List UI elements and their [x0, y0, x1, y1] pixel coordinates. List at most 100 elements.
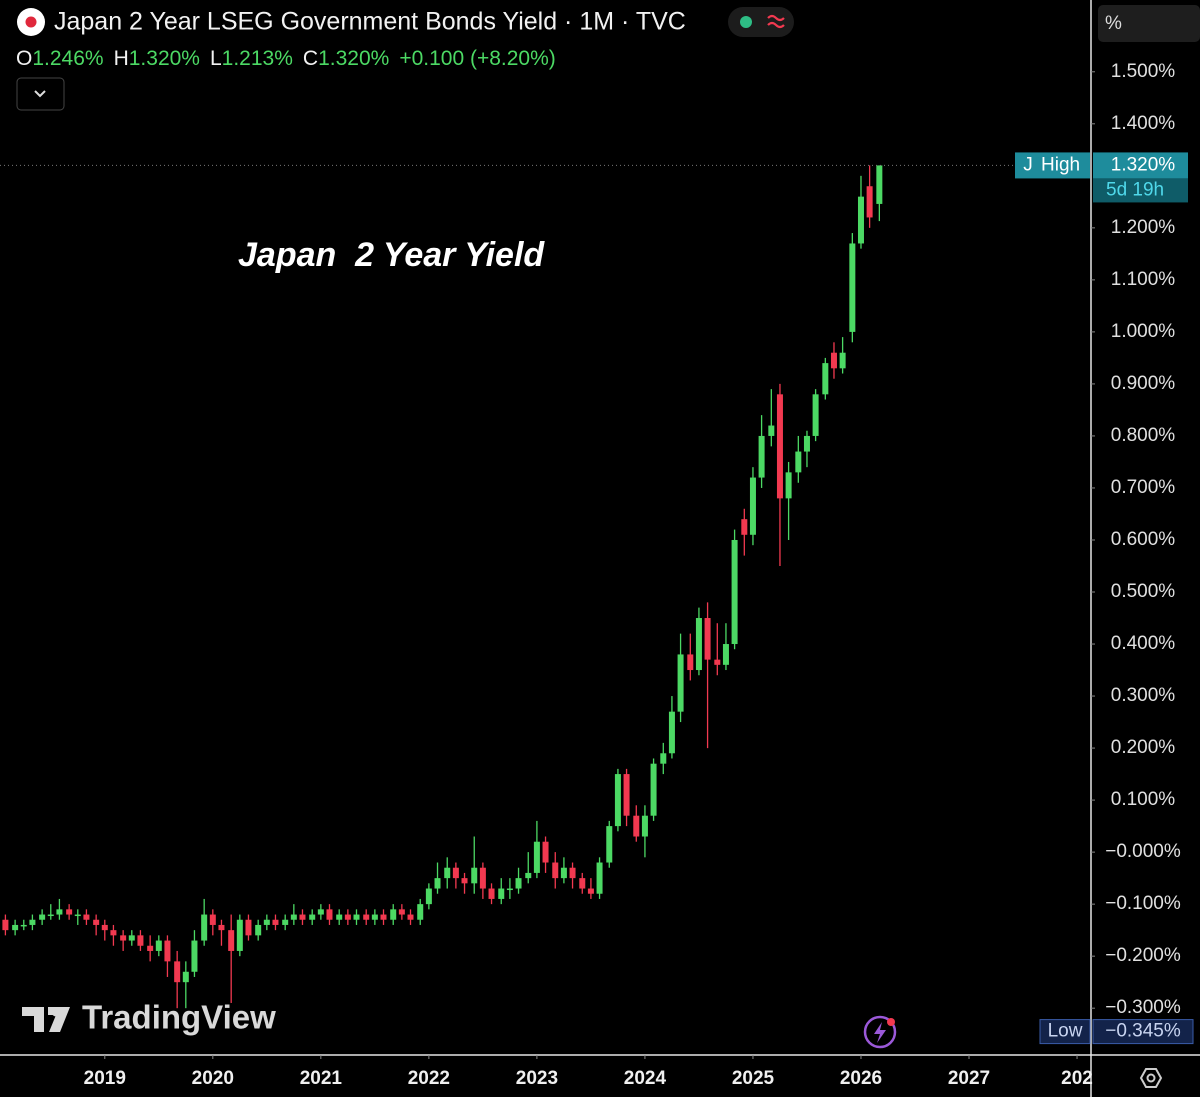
- candle-body: [282, 919, 289, 925]
- candle-body: [29, 919, 36, 925]
- delay-icon: [767, 14, 785, 29]
- high-label: High: [1041, 154, 1080, 175]
- candle-body: [768, 425, 775, 436]
- ohlc-value: 1.246%: [32, 47, 103, 70]
- ohlc-value: 1.320%: [318, 47, 389, 70]
- y-tick-label: 0.700%: [1111, 477, 1176, 498]
- candle-body: [866, 186, 873, 218]
- collapse-button[interactable]: [16, 77, 65, 111]
- lightning-icon[interactable]: [863, 1015, 897, 1049]
- ohlc-change: +0.100 (+8.20%): [399, 47, 555, 70]
- candle-body: [677, 654, 684, 712]
- candle-body: [47, 914, 54, 917]
- candle-body: [93, 919, 100, 925]
- ohlc-value: 1.320%: [129, 47, 200, 70]
- y-tick-label: 0.200%: [1111, 737, 1176, 758]
- candle-body: [255, 924, 262, 936]
- candle-body: [245, 919, 252, 936]
- candle-body: [390, 909, 397, 920]
- candle-body: [714, 659, 721, 665]
- y-tick-label: 1.400%: [1111, 113, 1176, 134]
- candle-body: [687, 654, 694, 671]
- settings-icon[interactable]: [1139, 1068, 1163, 1088]
- candle-body: [569, 867, 576, 879]
- y-tick-label: 0.600%: [1111, 529, 1176, 550]
- candle-body: [263, 919, 270, 925]
- candle-body: [83, 914, 90, 920]
- candle-body: [147, 945, 154, 951]
- x-tick-label: 2022: [408, 1068, 450, 1089]
- candle-body: [2, 919, 9, 931]
- lightning-bolt: [874, 1022, 886, 1043]
- candle-body: [344, 914, 351, 920]
- candle-body: [353, 914, 360, 920]
- x-tick-label: 202: [1061, 1068, 1093, 1089]
- ohlc-key: H: [114, 47, 129, 70]
- candle-body: [218, 924, 225, 931]
- candle-body: [812, 394, 819, 436]
- candle-body: [795, 451, 802, 473]
- ohlc-legend: O1.246% H1.320% L1.213% C1.320% +0.100 (+8.2…: [16, 47, 556, 70]
- status-pill[interactable]: [728, 7, 794, 37]
- candle-body: [191, 940, 198, 972]
- candle-body: [471, 867, 478, 884]
- candle-body: [479, 867, 486, 889]
- candle-body: [56, 909, 63, 915]
- candle-body: [120, 935, 127, 941]
- y-tick-label: 1.000%: [1111, 321, 1176, 342]
- status-dot: [740, 16, 752, 28]
- countdown: 5d 19h: [1106, 179, 1164, 200]
- candle-body: [101, 924, 108, 931]
- high-value: 1.320%: [1111, 154, 1176, 175]
- candle-body: [39, 914, 46, 920]
- low-label-box: [1039, 1019, 1091, 1045]
- candle-body: [309, 914, 316, 920]
- annotation: Japan 2 Year Yield: [238, 236, 545, 274]
- countdown-box: [1093, 178, 1188, 203]
- candle-body: [695, 618, 702, 671]
- candle-body: [596, 862, 603, 894]
- candle-body: [731, 539, 738, 645]
- candle-body: [407, 914, 414, 920]
- y-tick-label: 0.500%: [1111, 581, 1176, 602]
- candle-body: [110, 930, 117, 936]
- candle-body: [326, 909, 333, 920]
- low-value-box: [1092, 1019, 1194, 1045]
- y-tick-label: 0.400%: [1111, 633, 1176, 654]
- unit-box[interactable]: [1098, 5, 1200, 42]
- candle-body: [803, 435, 810, 452]
- candle-body: [66, 909, 73, 915]
- chevron-icon: [34, 90, 46, 98]
- candle-body: [650, 763, 657, 816]
- candle-body: [20, 924, 27, 927]
- candle-body: [822, 363, 829, 395]
- candle-body: [623, 774, 630, 816]
- candle-body: [776, 394, 783, 499]
- y-tick-label: 1.500%: [1111, 61, 1176, 82]
- candle-body: [299, 914, 306, 920]
- candle-body: [839, 352, 846, 369]
- candle-body: [579, 878, 586, 889]
- candle-body: [614, 774, 621, 827]
- x-tick-label: 2020: [192, 1068, 234, 1089]
- candle-body: [587, 888, 594, 894]
- candle-body: [174, 961, 181, 983]
- candle-body: [641, 815, 648, 837]
- y-tick-label: 1.200%: [1111, 217, 1176, 238]
- y-tick-label: 0.100%: [1111, 789, 1176, 810]
- high-label-box: [1015, 152, 1090, 179]
- plot-area: [2, 165, 883, 1009]
- candle-body: [317, 909, 324, 915]
- chart-title: Japan 2 Year LSEG Government Bonds Yield…: [54, 8, 686, 36]
- candle-body: [398, 909, 405, 915]
- candle-body: [209, 914, 216, 925]
- y-tick-label: −0.000%: [1105, 841, 1181, 862]
- high-value-box: [1093, 152, 1188, 179]
- candle-body: [182, 971, 189, 983]
- candle-body: [552, 862, 559, 879]
- candle-body: [741, 519, 748, 535]
- candle-body: [704, 618, 711, 660]
- candle-body: [542, 841, 549, 863]
- candle-body: [488, 888, 495, 899]
